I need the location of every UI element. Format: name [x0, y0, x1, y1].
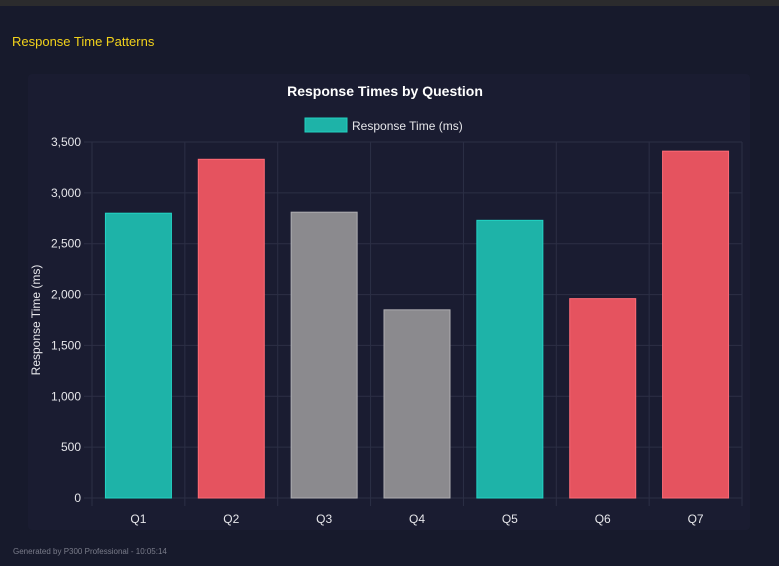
legend-label: Response Time (ms): [352, 119, 463, 133]
y-axis-label: Response Time (ms): [29, 265, 43, 376]
bar-q6: [569, 298, 637, 499]
bar-q3: [290, 211, 358, 499]
x-tick-label: Q4: [409, 512, 425, 526]
x-tick-label: Q1: [130, 512, 146, 526]
x-tick-label: Q2: [223, 512, 239, 526]
y-tick-label: 0: [74, 491, 81, 505]
window-top-bar: [0, 0, 779, 6]
y-tick-label: 3,000: [51, 186, 81, 200]
y-tick-label: 1,000: [51, 389, 81, 403]
y-tick-label: 2,500: [51, 237, 81, 251]
y-tick-label: 3,500: [51, 135, 81, 149]
bar-q1: [104, 212, 172, 499]
y-tick-label: 1,500: [51, 338, 81, 352]
x-tick-label: Q6: [595, 512, 611, 526]
x-tick-label: Q3: [316, 512, 332, 526]
y-tick-label: 2,000: [51, 288, 81, 302]
legend-swatch: [304, 117, 348, 133]
bar-q7: [662, 150, 730, 499]
x-tick-label: Q7: [688, 512, 704, 526]
bar-q5: [476, 219, 544, 499]
footer-generated-by: Generated by P300 Professional - 10:05:1…: [13, 547, 167, 556]
bar-q4: [383, 309, 451, 499]
chart-title: Response Times by Question: [287, 83, 483, 99]
x-tick-label: Q5: [502, 512, 518, 526]
bar-q2: [197, 158, 265, 499]
section-title: Response Time Patterns: [12, 34, 155, 49]
y-tick-label: 500: [61, 440, 81, 454]
